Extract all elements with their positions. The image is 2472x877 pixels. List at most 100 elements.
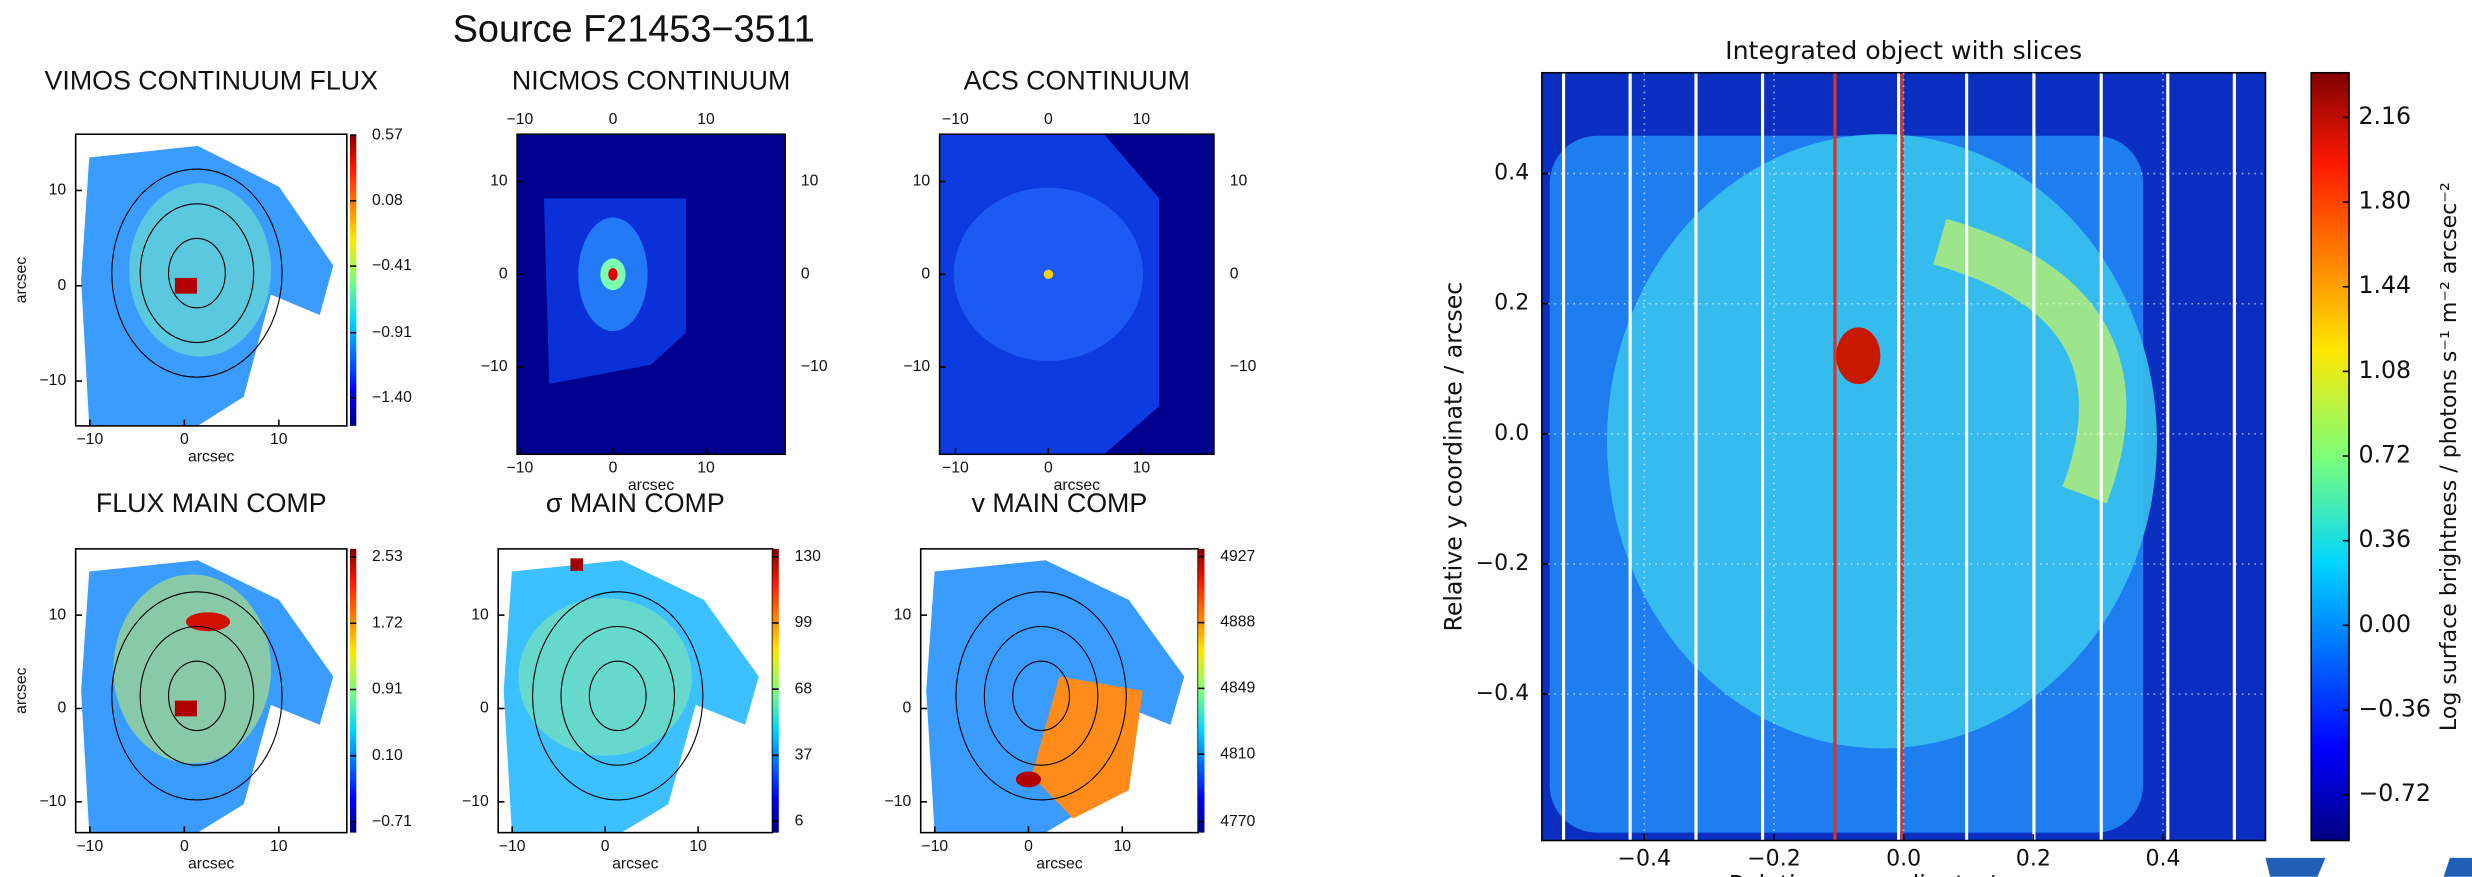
- panel: FLUX MAIN COMP −10 0 10 10 0 −10 arcsec arcsec 2.…: [13, 488, 412, 873]
- x-tick-label: 10: [689, 838, 707, 855]
- x-tick-label: 10: [270, 838, 288, 855]
- y-tick-label: −0.4: [1476, 681, 1530, 706]
- x-tick-label: −0.2: [1747, 846, 1801, 871]
- y-tick-label: −10: [801, 358, 828, 375]
- colorbar: [349, 548, 357, 833]
- colorbar: [772, 548, 779, 833]
- axes-frame: [516, 133, 786, 456]
- axes-frame: [74, 548, 348, 834]
- colorbar-tick-label: 6: [795, 813, 804, 830]
- x-tick-label: 0.0: [1886, 846, 1921, 871]
- y-tick-label: −10: [39, 793, 66, 810]
- colorbar-tick-label: 1.44: [2358, 271, 2411, 299]
- x-tick-label: 0: [609, 111, 618, 128]
- x-tick-label: 10: [1113, 838, 1131, 855]
- colorbar-tick-label: 0.91: [372, 681, 403, 698]
- image: [517, 134, 786, 455]
- y-tick-label: 10: [913, 173, 931, 190]
- contour: [168, 660, 226, 732]
- colorbar-tick-label: 4888: [1220, 614, 1255, 631]
- panel-title: σ MAIN COMP: [546, 488, 725, 518]
- emission: [1606, 134, 2157, 749]
- y-tick-label: 0: [921, 265, 930, 282]
- contour: [139, 625, 255, 766]
- colorbar-tick-label: 4810: [1220, 745, 1255, 762]
- image: [1541, 72, 2266, 841]
- y-axis-label: arcsec: [13, 667, 30, 714]
- x-axis-label: arcsec: [188, 855, 235, 872]
- x-tick-label: 0: [601, 838, 610, 855]
- y-tick-label: 10: [894, 606, 912, 623]
- y-tick-label: 10: [801, 173, 819, 190]
- axes-frame: [74, 133, 348, 427]
- peak: [174, 700, 197, 717]
- panel-title: Integrated object with slices: [1725, 36, 2082, 65]
- y-tick-label: −10: [462, 793, 489, 810]
- emission: [1015, 771, 1042, 788]
- x-tick-label: −10: [76, 838, 103, 855]
- panel: VIMOS CONTINUUM FLUX −10 0 10 10 0 −10 arcsec ar…: [13, 65, 412, 465]
- colorbar-tick-label: −0.36: [2358, 695, 2430, 723]
- x-tick-label: −10: [507, 111, 534, 128]
- x-tick-label: 10: [697, 111, 715, 128]
- image: [75, 548, 347, 833]
- contour: [532, 591, 704, 801]
- x-axis-label: arcsec: [612, 855, 659, 872]
- y-axis-label: Relative y coordinate / arcsec: [1440, 282, 1468, 632]
- colorbar: [1198, 548, 1205, 833]
- contour: [139, 203, 255, 344]
- y-tick-label: 0: [480, 700, 489, 717]
- x-tick-label: −0.4: [1618, 846, 1672, 871]
- y-tick-label: 10: [49, 606, 67, 623]
- x-tick-label: 0: [609, 460, 618, 477]
- contour: [983, 625, 1099, 766]
- colorbar-tick-label: 0.36: [2358, 525, 2411, 553]
- x-tick-label: −10: [942, 111, 969, 128]
- y-tick-label: 0: [499, 265, 508, 282]
- redshifted: [1031, 676, 1143, 819]
- arc: [1933, 218, 2127, 504]
- y-tick-label: 0: [1230, 265, 1239, 282]
- x-axis-label: Relative x coordinate / arcsec: [1729, 871, 2079, 877]
- emission: [608, 267, 618, 281]
- x-tick-label: 10: [270, 431, 288, 448]
- panel: Integrated object with slices −0.4 −0.2 0.0…: [1440, 36, 2462, 877]
- x-tick-label: 0: [1044, 460, 1053, 477]
- y-tick-label: 0.2: [1494, 291, 1529, 316]
- emission: [185, 612, 231, 632]
- image: [939, 134, 1214, 455]
- y-tick-label: −10: [885, 793, 912, 810]
- image: [498, 548, 773, 833]
- logo: [2265, 857, 2472, 877]
- y-tick-label: 10: [471, 606, 489, 623]
- colorbar-tick-label: −1.40: [372, 389, 412, 406]
- contour: [111, 591, 283, 801]
- y-tick-label: −10: [39, 372, 66, 389]
- colorbar-tick-label: −0.72: [2358, 779, 2430, 807]
- peak: [174, 277, 197, 294]
- image: [920, 548, 1199, 833]
- axes-frame: [938, 133, 1215, 456]
- emission: [1836, 327, 1881, 385]
- x-tick-label: 10: [1133, 111, 1151, 128]
- x-tick-label: 0: [1044, 111, 1053, 128]
- y-tick-label: −10: [903, 358, 930, 375]
- y-tick-label: −10: [1230, 358, 1257, 375]
- emission: [129, 183, 272, 357]
- colorbar-tick-label: 1.72: [372, 614, 403, 631]
- colorbar-tick-label: −0.71: [372, 813, 412, 830]
- y-tick-label: 10: [49, 182, 67, 199]
- colorbar-tick-label: 68: [795, 680, 813, 697]
- x-axis-label: arcsec: [628, 477, 675, 494]
- x-tick-label: −10: [507, 460, 534, 477]
- axes-frame: [919, 548, 1199, 834]
- colorbar-tick-label: 0.00: [2358, 610, 2411, 638]
- y-tick-label: 10: [490, 173, 508, 190]
- colorbar-tick-label: −0.91: [372, 324, 412, 341]
- y-tick-label: 0.4: [1494, 161, 1529, 186]
- colorbar-tick-label: 4849: [1220, 680, 1255, 697]
- contour: [111, 168, 283, 378]
- panel-title: ACS CONTINUUM: [964, 65, 1190, 95]
- contour: [955, 591, 1127, 801]
- panel-title: VIMOS CONTINUUM FLUX: [45, 65, 379, 95]
